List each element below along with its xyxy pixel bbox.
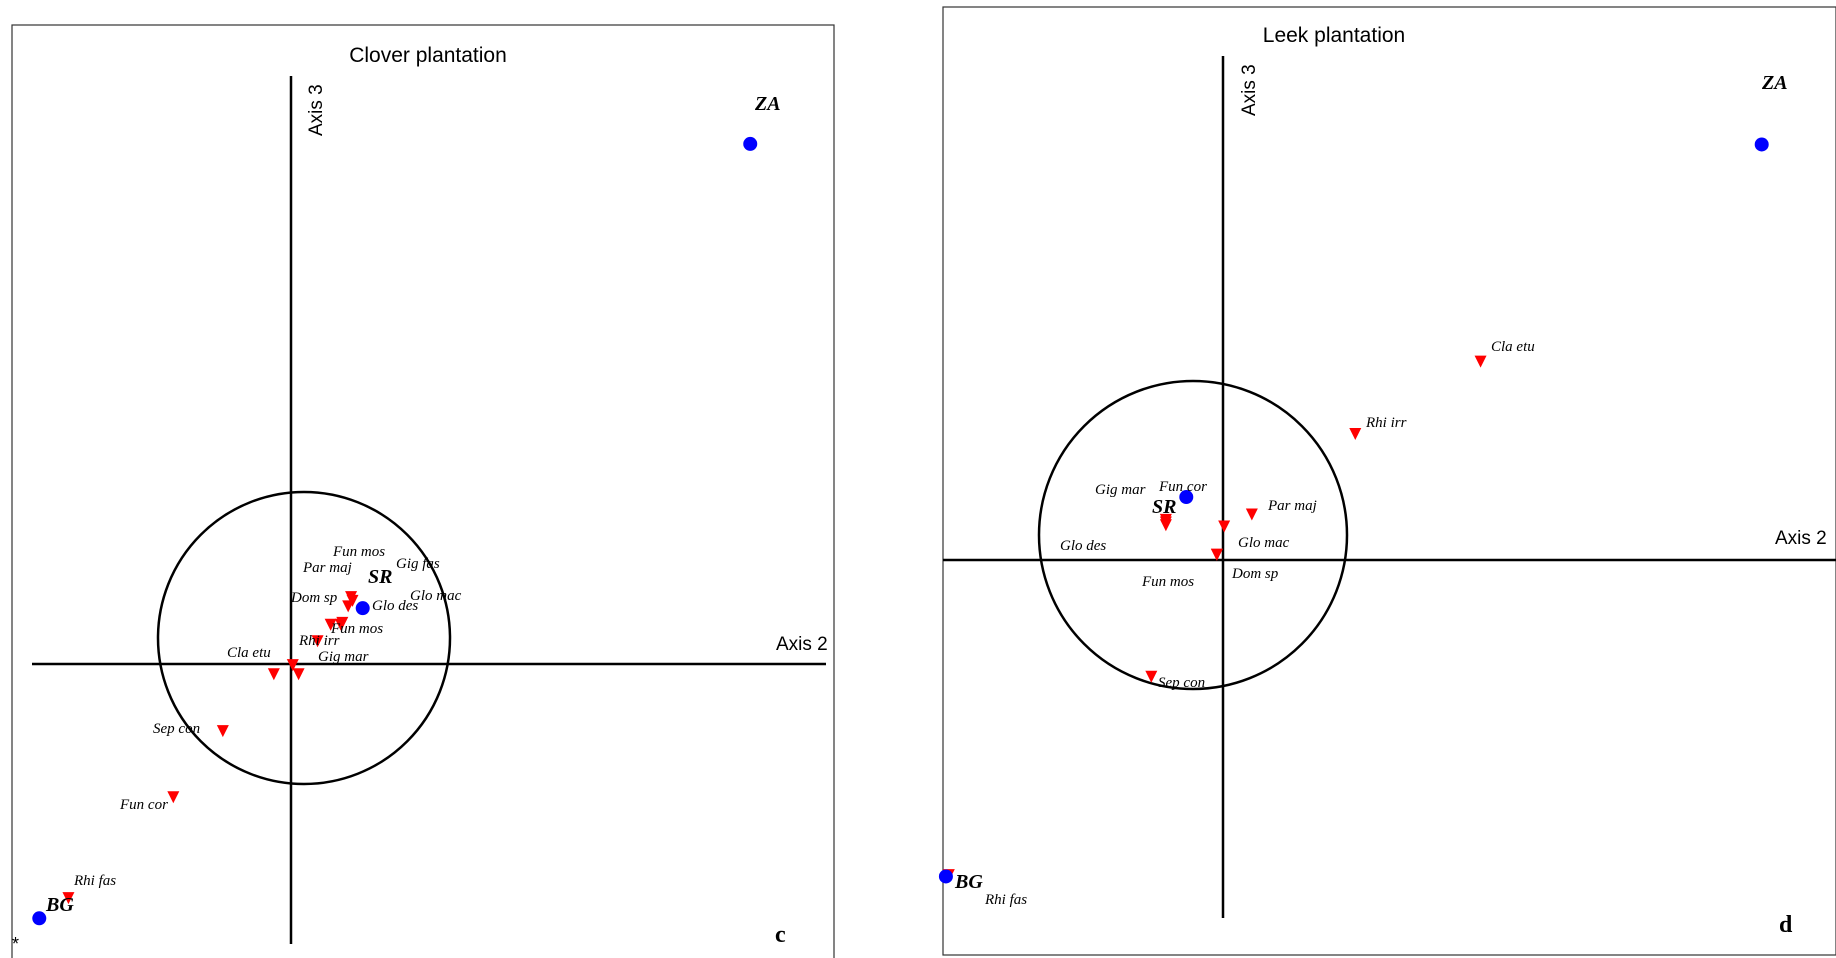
species-label-gig-fas: Gig fas	[396, 556, 440, 572]
species-label-par-maj: Par maj	[302, 560, 352, 576]
species-label-par-maj: Par maj	[1267, 498, 1317, 514]
species-label-fun-mos: Fun mos	[1141, 574, 1194, 590]
species-label-fun-mos-low: Fun mos	[330, 621, 383, 637]
species-label-rhi-irr: Rhi irr	[1365, 415, 1407, 431]
species-marker	[342, 600, 355, 613]
species-marker	[62, 892, 75, 905]
species-marker	[292, 668, 305, 681]
panel-leek: Leek plantation Axis 2 Axis 3 ZA SR BG C…	[938, 6, 1836, 956]
species-marker	[216, 725, 229, 738]
site-marker	[938, 869, 953, 884]
panel-letter: d	[1779, 912, 1793, 938]
species-markers	[62, 591, 359, 905]
species-marker	[267, 668, 280, 681]
site-marker	[743, 136, 758, 151]
site-marker	[1179, 490, 1194, 505]
species-label-fun-cor: Fun cor	[1158, 479, 1207, 495]
species-label-cla-etu: Cla etu	[1491, 339, 1535, 355]
species-marker	[167, 791, 180, 804]
correlation-circle	[1037, 379, 1349, 691]
site-label-bg: BG	[45, 894, 74, 916]
species-label-dom-sp: Dom sp	[1231, 566, 1279, 582]
species-marker	[336, 616, 349, 629]
species-label-rhi-irr: Rhi irr	[298, 633, 340, 649]
species-label-gig-mar: Gig mar	[318, 649, 369, 665]
site-label-bg: BG	[954, 871, 983, 893]
species-marker	[1349, 428, 1362, 441]
panel-frame	[942, 6, 1836, 956]
species-marker	[1474, 355, 1487, 368]
species-marker	[324, 618, 337, 631]
species-label-glo-des: Glo des	[1060, 538, 1106, 554]
species-label-glo-mac: Glo mac	[1238, 535, 1290, 551]
species-marker	[1159, 519, 1172, 532]
species-label-fun-mos-top: Fun mos	[332, 544, 385, 560]
corner-asterisk: *	[12, 934, 19, 954]
species-label-glo-mac: Glo mac	[410, 588, 462, 604]
site-label-za: ZA	[754, 93, 781, 115]
y-axis-label: Axis 3	[1239, 64, 1260, 116]
x-axis-label: Axis 2	[776, 634, 828, 655]
panel-letter: c	[775, 922, 786, 948]
species-label-rhi-fas: Rhi fas	[984, 892, 1027, 908]
species-marker	[1210, 548, 1223, 561]
chart-title: Clover plantation	[349, 44, 507, 67]
site-marker	[1754, 137, 1769, 152]
site-marker	[32, 911, 47, 926]
site-label-sr: SR	[1152, 496, 1176, 518]
panel-frame	[11, 24, 835, 958]
site-label-sr: SR	[368, 566, 392, 588]
panel-clover: Clover plantation Axis 2 Axis 3 ZA SR BG…	[11, 24, 835, 958]
species-label-gig-mar: Gig mar	[1095, 482, 1146, 498]
site-marker	[355, 601, 370, 616]
species-label-glo-des: Glo des	[372, 598, 418, 614]
species-marker	[1245, 508, 1258, 521]
species-marker	[311, 635, 324, 648]
species-label-sep-con: Sep con	[153, 721, 200, 737]
species-marker	[286, 659, 299, 672]
species-label-sep-con: Sep con	[1158, 675, 1205, 691]
site-markers	[938, 137, 1769, 884]
species-markers	[942, 355, 1487, 882]
species-marker	[1145, 670, 1158, 683]
species-label-rhi-fas: Rhi fas	[73, 873, 116, 889]
species-label-fun-cor: Fun cor	[119, 797, 168, 813]
y-axis-label: Axis 3	[306, 84, 327, 136]
species-label-dom-sp: Dom sp	[290, 590, 338, 606]
correlation-circle	[156, 490, 452, 786]
x-axis-label: Axis 2	[1775, 528, 1827, 549]
species-label-cla-etu: Cla etu	[227, 645, 271, 661]
site-label-za: ZA	[1761, 72, 1788, 94]
site-markers	[32, 136, 758, 926]
species-marker	[1218, 520, 1231, 533]
chart-title: Leek plantation	[1263, 24, 1405, 47]
